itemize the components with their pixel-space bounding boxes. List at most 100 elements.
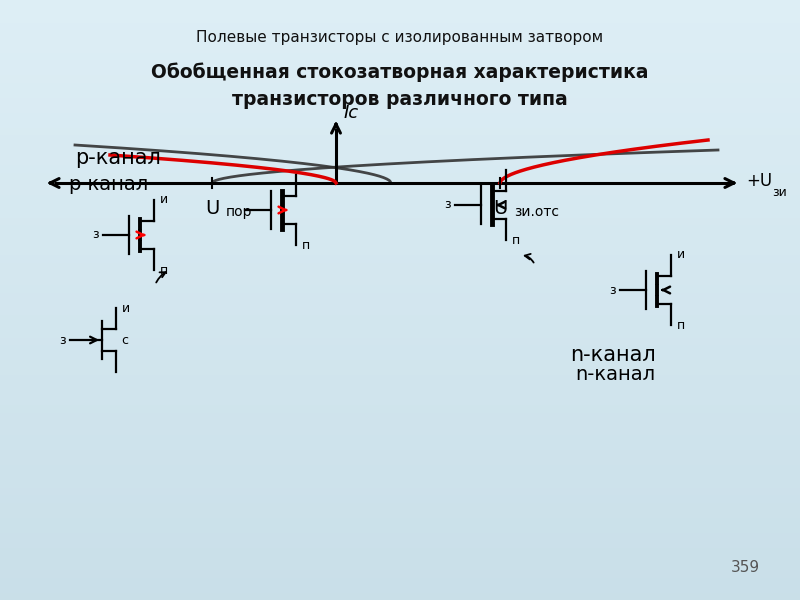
Bar — [0, 495, 800, 503]
Bar — [0, 157, 800, 166]
Bar — [0, 285, 800, 293]
Bar — [0, 360, 800, 368]
Bar — [0, 113, 800, 121]
Text: U: U — [493, 199, 507, 218]
Bar — [0, 375, 800, 383]
Text: зи.отс: зи.отс — [514, 205, 559, 219]
Text: и: и — [677, 248, 685, 262]
Bar — [0, 240, 800, 248]
Bar — [0, 337, 800, 346]
Bar — [0, 577, 800, 586]
Bar — [0, 82, 800, 91]
Bar — [0, 435, 800, 443]
Text: п: п — [677, 319, 685, 332]
Bar — [0, 427, 800, 436]
Bar — [0, 225, 800, 233]
Text: р-канал: р-канал — [68, 175, 148, 194]
Text: п: п — [302, 239, 310, 252]
Bar — [0, 383, 800, 391]
Bar — [0, 457, 800, 466]
Bar — [0, 52, 800, 61]
Bar — [0, 352, 800, 361]
Text: з: з — [93, 229, 99, 241]
Bar — [0, 255, 800, 263]
Text: п: п — [159, 263, 168, 277]
Bar — [0, 30, 800, 38]
Bar — [0, 547, 800, 556]
Text: и: и — [159, 193, 167, 206]
Text: з: з — [445, 199, 451, 211]
Bar — [0, 90, 800, 98]
Bar — [0, 142, 800, 151]
Bar — [0, 45, 800, 53]
Bar — [0, 367, 800, 376]
Text: Iс: Iс — [344, 104, 359, 122]
Bar — [0, 517, 800, 526]
Bar — [0, 7, 800, 16]
Text: с: с — [122, 334, 128, 346]
Bar — [0, 413, 800, 421]
Bar — [0, 420, 800, 428]
Bar — [0, 307, 800, 316]
Text: транзисторов различного типа: транзисторов различного типа — [232, 90, 568, 109]
Bar — [0, 503, 800, 511]
Bar — [0, 187, 800, 196]
Bar — [0, 323, 800, 331]
Bar — [0, 563, 800, 571]
Bar — [0, 540, 800, 548]
Bar — [0, 210, 800, 218]
Bar — [0, 217, 800, 226]
Bar — [0, 480, 800, 488]
Bar — [0, 22, 800, 31]
Bar — [0, 0, 800, 8]
Bar — [0, 127, 800, 136]
Text: п: п — [511, 233, 520, 247]
Bar — [0, 180, 800, 188]
Bar — [0, 593, 800, 600]
Bar — [0, 97, 800, 106]
Bar — [0, 585, 800, 593]
Text: з: з — [59, 334, 66, 346]
Bar — [0, 315, 800, 323]
Bar — [0, 165, 800, 173]
Bar — [0, 75, 800, 83]
Bar — [0, 135, 800, 143]
Text: з: з — [610, 283, 616, 296]
Bar — [0, 555, 800, 563]
Bar — [0, 150, 800, 158]
Bar — [0, 173, 800, 181]
Bar — [0, 202, 800, 211]
Bar — [0, 330, 800, 338]
Bar — [0, 263, 800, 271]
Text: 359: 359 — [730, 560, 759, 575]
Bar — [0, 232, 800, 241]
Bar — [0, 247, 800, 256]
Bar — [0, 450, 800, 458]
Text: U: U — [205, 199, 219, 218]
Bar — [0, 15, 800, 23]
Text: Обобщенная стокозатворная характеристика: Обобщенная стокозатворная характеристика — [151, 62, 649, 82]
Bar — [0, 345, 800, 353]
Bar — [0, 270, 800, 278]
Bar — [0, 473, 800, 481]
Bar — [0, 443, 800, 451]
Bar — [0, 510, 800, 518]
Text: n-канал: n-канал — [575, 365, 655, 384]
Bar — [0, 570, 800, 578]
Text: р-канал: р-канал — [75, 148, 161, 168]
Text: пор: пор — [226, 205, 253, 219]
Bar — [0, 292, 800, 301]
Bar — [0, 397, 800, 406]
Text: n-канал: n-канал — [570, 345, 656, 365]
Bar — [0, 487, 800, 496]
Text: зи: зи — [772, 185, 786, 199]
Bar — [0, 525, 800, 533]
Bar — [0, 533, 800, 541]
Bar — [0, 120, 800, 128]
Bar — [0, 195, 800, 203]
Bar — [0, 37, 800, 46]
Bar — [0, 405, 800, 413]
Bar — [0, 465, 800, 473]
Bar — [0, 277, 800, 286]
Text: Полевые транзисторы с изолированным затвором: Полевые транзисторы с изолированным затв… — [197, 30, 603, 45]
